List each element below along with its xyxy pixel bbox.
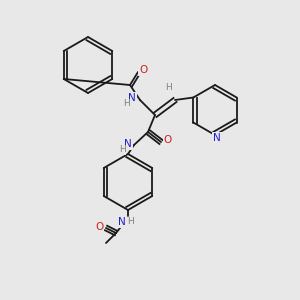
Text: O: O xyxy=(139,65,147,75)
Text: N: N xyxy=(213,133,221,143)
Text: H: H xyxy=(118,146,125,154)
Text: N: N xyxy=(124,139,132,149)
Text: N: N xyxy=(128,93,136,103)
Text: O: O xyxy=(95,222,103,232)
Text: H: H xyxy=(123,100,129,109)
Text: N: N xyxy=(118,217,126,227)
Text: H: H xyxy=(165,83,171,92)
Text: O: O xyxy=(164,135,172,145)
Text: H: H xyxy=(127,218,134,226)
